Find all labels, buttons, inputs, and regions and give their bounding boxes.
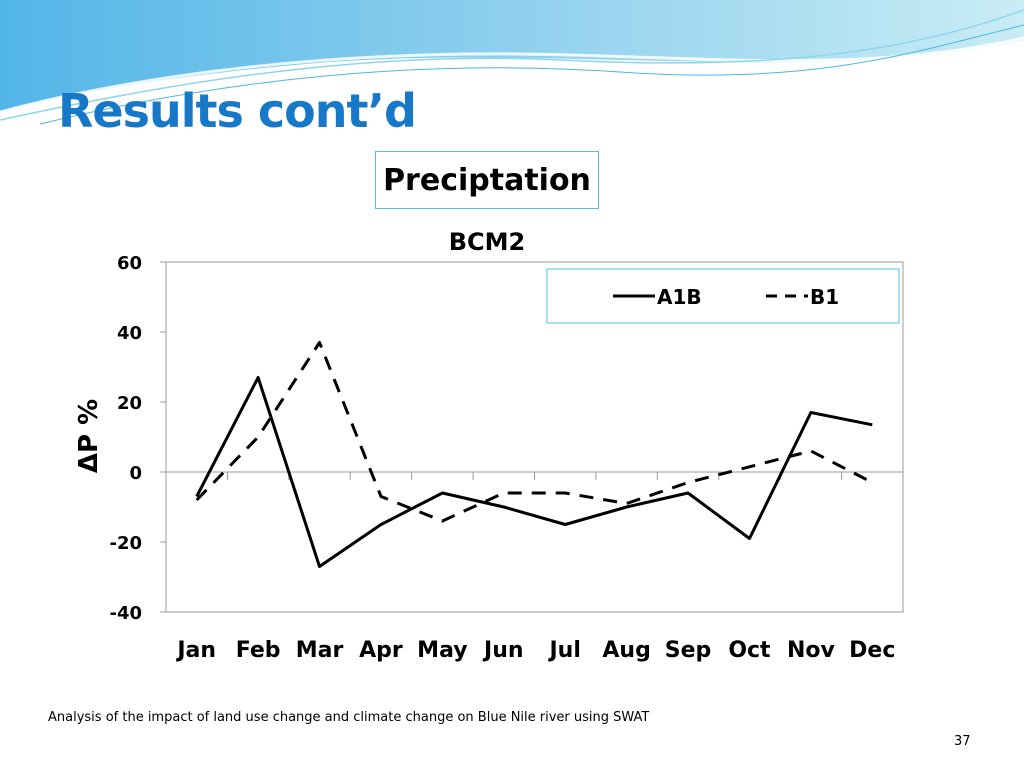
line-chart: BCM2 ΔP % -40 -20 0 20 40 60 Jan Feb Mar Apr May Ju… xyxy=(74,228,904,663)
y-tick-label: 20 xyxy=(117,393,142,414)
x-tick-label: May xyxy=(417,638,467,663)
x-tick-label: Nov xyxy=(787,638,836,663)
page-number: 37 xyxy=(954,734,971,749)
x-tick-label: Aug xyxy=(602,638,650,663)
x-tick-label: Jun xyxy=(482,638,524,663)
plot-frame xyxy=(165,261,904,613)
x-tick-label: Mar xyxy=(296,638,344,663)
x-tick-label: Oct xyxy=(728,638,771,663)
legend: A1B B1 xyxy=(546,268,900,324)
x-tick-label: Dec xyxy=(849,638,895,663)
footer-text: Analysis of the impact of land use chang… xyxy=(48,710,650,725)
header-wave-banner xyxy=(0,0,1024,125)
chart-title: BCM2 xyxy=(449,228,526,256)
y-tick-label: 40 xyxy=(117,323,142,344)
subtitle-box: Preciptation xyxy=(375,151,599,209)
x-tick-label: Jan xyxy=(175,638,216,663)
subtitle-label: Preciptation xyxy=(383,162,591,198)
x-tick-label: Feb xyxy=(236,638,281,663)
y-axis-label: ΔP % xyxy=(74,399,104,473)
series-line-b1 xyxy=(195,341,873,523)
y-tick-label: -20 xyxy=(109,533,142,554)
axis-ticks: -40 -20 0 20 40 60 Jan Feb Mar Apr May Jun Jul Aug Sep… xyxy=(109,253,904,663)
legend-label-a1b: A1B xyxy=(657,285,702,309)
series-lines xyxy=(195,341,873,568)
series-line-a1b xyxy=(195,376,873,568)
x-tick-label: Jul xyxy=(548,638,581,663)
slide-title: Results cont’d xyxy=(58,84,417,138)
y-tick-label: 60 xyxy=(117,253,142,274)
legend-box xyxy=(546,268,900,324)
x-tick-label: Sep xyxy=(665,638,712,663)
legend-label-b1: B1 xyxy=(810,285,839,309)
y-tick-label: -40 xyxy=(109,603,142,624)
y-tick-label: 0 xyxy=(129,463,142,484)
x-tick-label: Apr xyxy=(359,638,403,663)
